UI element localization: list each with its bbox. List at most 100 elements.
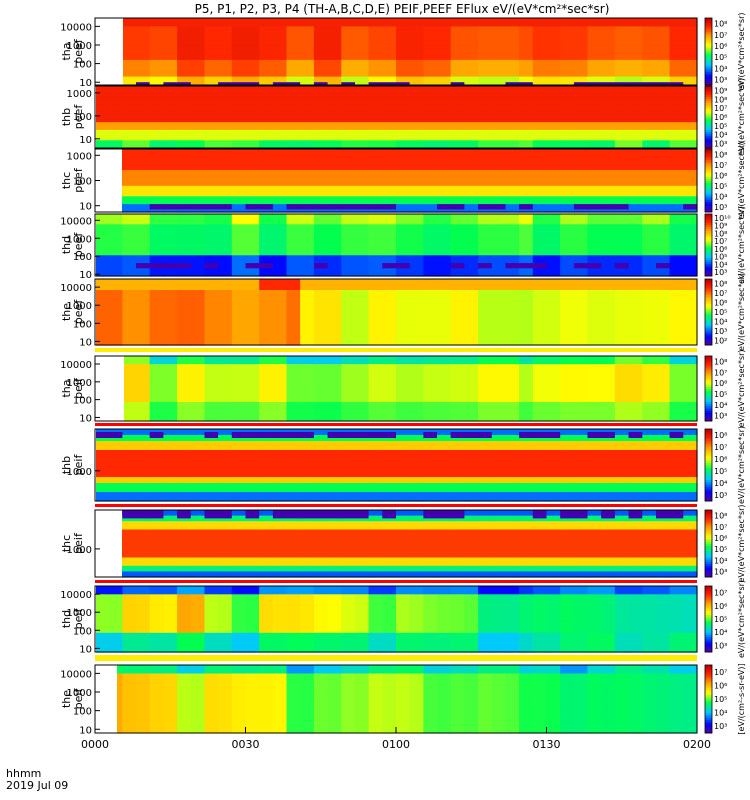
heatmap-cell [396,247,411,251]
heatmap-cell [628,73,643,78]
heatmap-cell [245,250,260,254]
heatmap-cell [204,170,219,174]
heatmap-cell [587,86,602,90]
heatmap-cell [272,129,288,134]
heatmap-cell [409,104,424,108]
heatmap-cell [259,309,274,313]
heatmap-cell [286,164,301,168]
heatmap-cell [136,156,151,161]
heatmap-cell [532,20,548,25]
colorbar-segment [705,172,712,175]
heatmap-cell [519,234,534,238]
heatmap-cell [341,29,356,33]
heatmap-cell [286,57,301,61]
heatmap-cell [519,91,534,95]
colorbar-segment [705,247,712,250]
heatmap-cell [245,270,260,274]
heatmap-cell [642,48,657,53]
heatmap-cell [382,339,397,343]
heatmap-cell [656,26,671,30]
heatmap-cell [108,114,123,118]
heatmap-cell [382,257,397,262]
heatmap-cell [683,54,698,58]
heatmap-cell [573,71,589,75]
heatmap-cell [204,196,219,200]
heatmap-cell [450,263,465,267]
heatmap-cell [505,245,520,249]
heatmap-cell [409,206,424,210]
heatmap-cell [108,287,123,291]
heatmap-cell [368,242,383,246]
heatmap-cell [313,320,329,324]
heatmap-cell [313,101,329,105]
heatmap-cell [656,204,671,208]
heatmap-cell [122,93,137,97]
heatmap-cell [519,193,534,197]
heatmap-cell [532,237,548,241]
heatmap-cell [341,54,356,58]
heatmap-cell [491,260,507,264]
heatmap-cell [478,62,493,67]
heatmap-cell [327,82,342,86]
heatmap-cell [423,117,438,121]
heatmap-cell [423,162,438,166]
heatmap-cell [491,79,507,83]
heatmap-cell [259,320,274,324]
heatmap-cell [519,59,534,64]
heatmap-cell [656,177,671,182]
heatmap-cell [382,331,397,335]
heatmap-cell [108,98,123,103]
heatmap-cell [396,314,411,319]
heatmap-cell [177,162,192,166]
heatmap-cell [368,119,383,123]
heatmap-cell [177,45,192,50]
heatmap-cell [245,86,260,90]
heatmap-cell [368,167,383,171]
heatmap-cell [355,172,370,176]
heatmap-cell [300,23,315,27]
heatmap-cell [423,234,438,238]
heatmap-cell [409,142,424,146]
heatmap-cell [177,104,192,108]
heatmap-cell [450,154,465,158]
heatmap-cell [382,51,397,55]
heatmap-cell [560,265,575,269]
heatmap-cell [464,111,479,115]
heatmap-cell [478,226,493,231]
heatmap-cell [177,26,192,30]
heatmap-cell [204,252,219,256]
heatmap-cell [231,198,247,203]
heatmap-cell [560,188,575,192]
heatmap-cell [341,234,356,238]
heatmap-cell [245,68,260,72]
colorbar-segment [705,100,712,104]
heatmap-cell [259,172,274,176]
heatmap-cell [628,156,643,161]
heatmap-cell [177,88,192,92]
heatmap-cell [669,263,684,267]
heatmap-cell [601,88,616,92]
heatmap-cell [368,334,383,338]
heatmap-cell [519,109,534,113]
colorbar-segment [705,184,712,188]
heatmap-cell [272,23,288,27]
heatmap-cell [163,104,178,108]
heatmap-cell [108,336,123,341]
heatmap-cell [272,40,288,44]
heatmap-cell [601,232,616,236]
heatmap-cell [355,312,370,316]
heatmap-cell [341,34,356,39]
colorbar-tick-label: 10⁶ [714,42,727,51]
heatmap-cell [355,224,370,228]
heatmap-cell [382,284,397,288]
heatmap-cell [149,234,164,238]
heatmap-cell [245,135,260,139]
heatmap-cell [450,232,465,236]
heatmap-cell [437,180,452,184]
heatmap-cell [355,298,370,302]
heatmap-cell [136,196,151,200]
heatmap-cell [396,106,411,110]
heatmap-cell [683,51,698,55]
heatmap-cell [669,180,684,184]
heatmap-cell [519,270,534,274]
